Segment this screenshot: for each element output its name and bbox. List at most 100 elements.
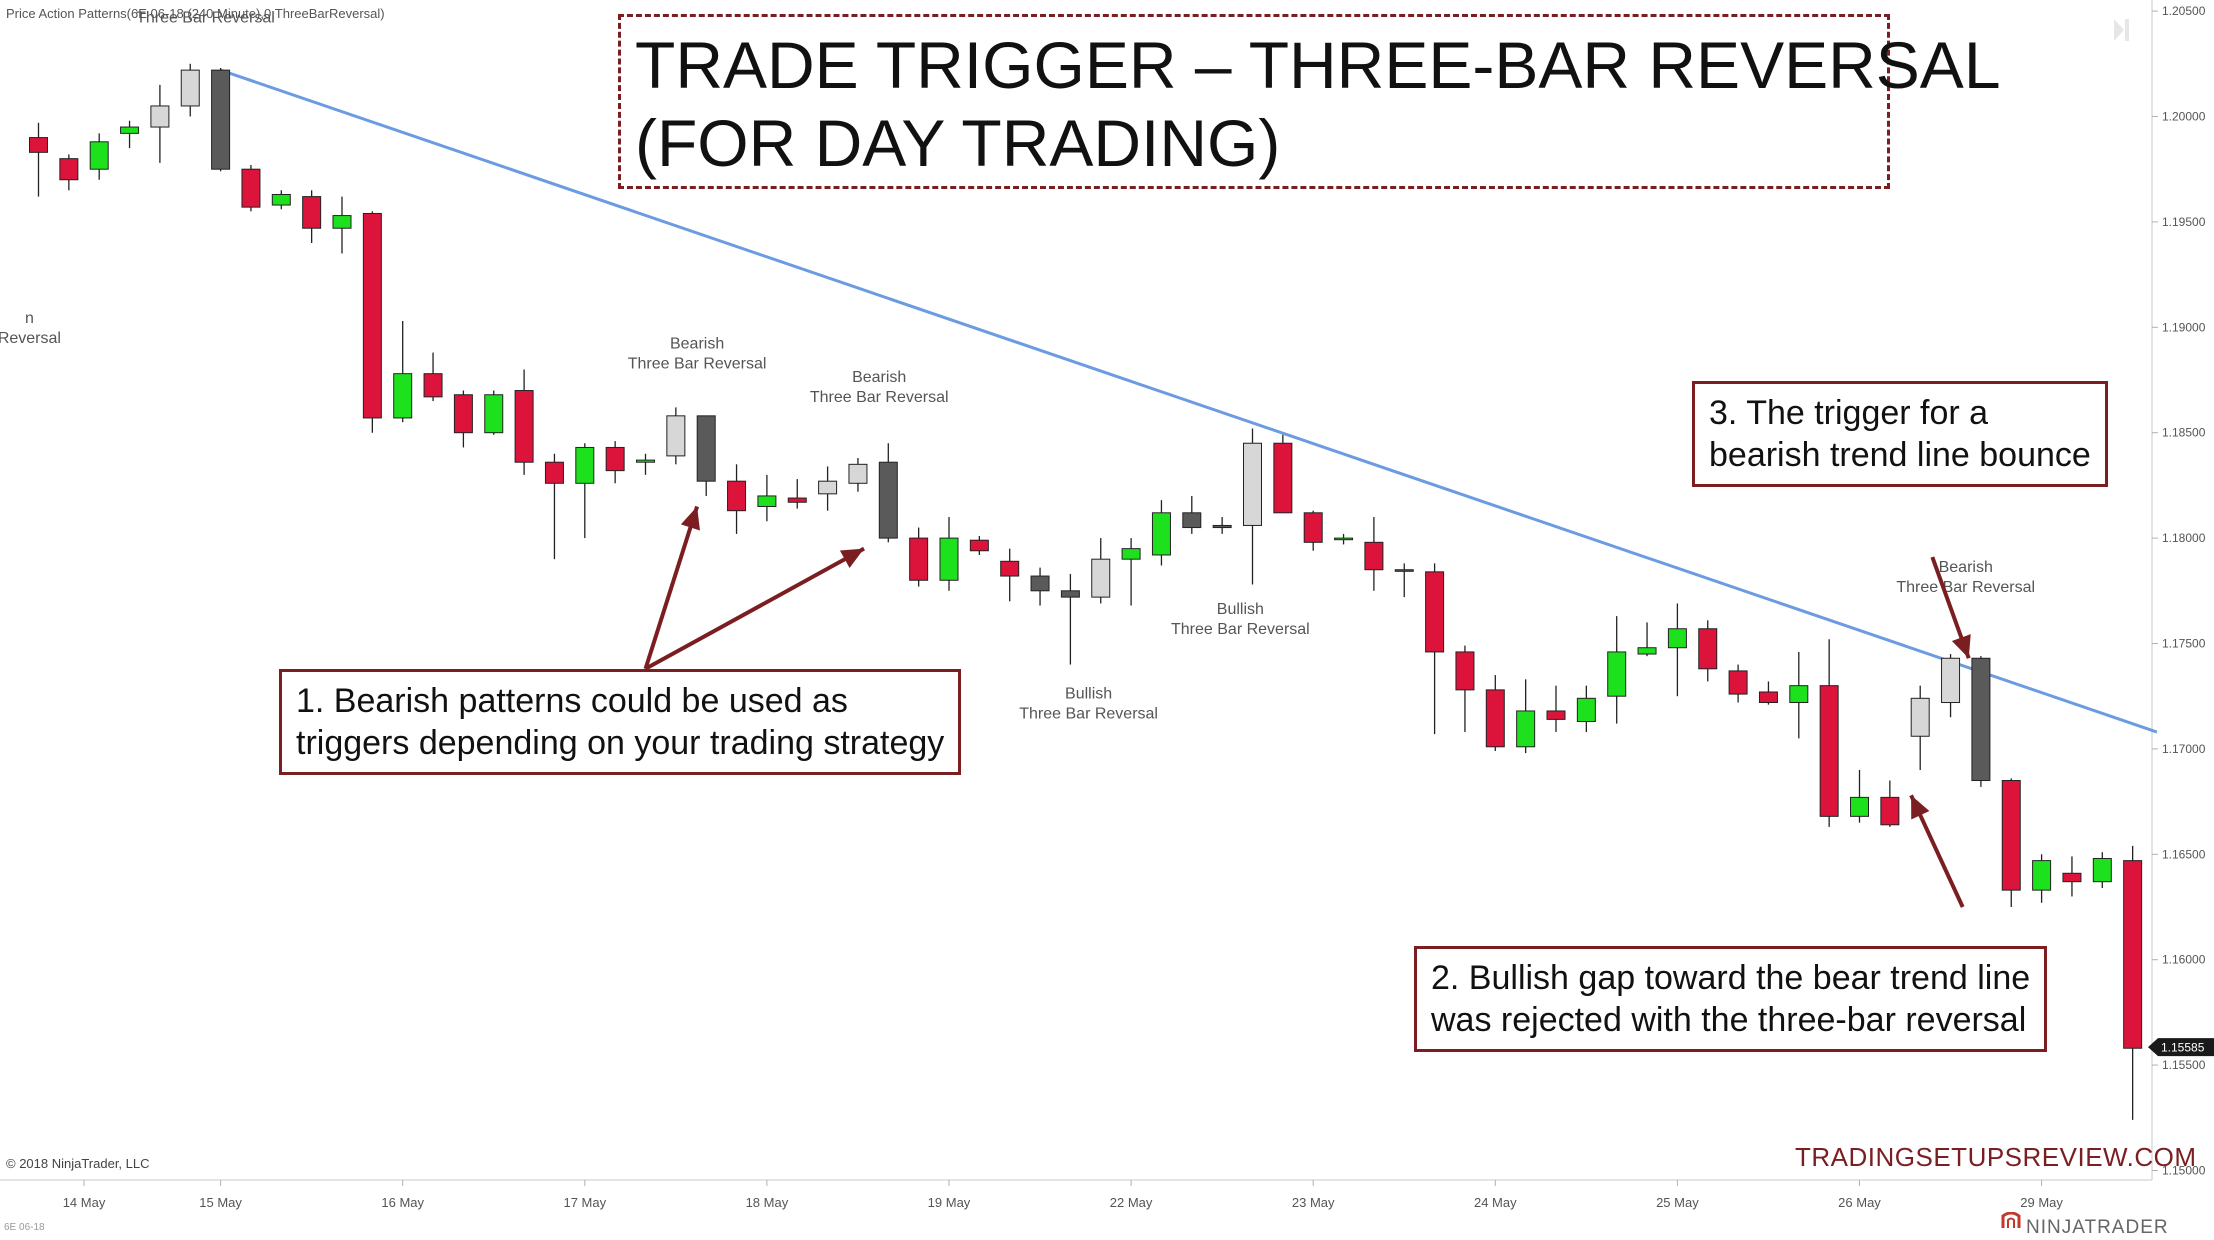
title-line-2: (FOR DAY TRADING) <box>635 106 1281 180</box>
x-tick-label: 23 May <box>1292 1195 1335 1210</box>
candle-body <box>1880 796 1900 826</box>
annotation-arrow <box>644 546 865 671</box>
candle-body <box>2092 858 2112 883</box>
candle <box>1212 517 1232 534</box>
candle-body <box>362 212 382 419</box>
note-box-1: 1. Bearish patterns could be used as tri… <box>279 669 962 775</box>
candle <box>1607 616 1627 724</box>
candle <box>1880 780 1900 827</box>
candle-body <box>211 69 231 170</box>
copyright: © 2018 NinjaTrader, LLC <box>6 1156 150 1171</box>
candle <box>1789 651 1809 739</box>
candle <box>575 443 595 539</box>
candle-body <box>787 497 807 503</box>
candle-body <box>1455 651 1475 691</box>
candle <box>1273 434 1293 514</box>
arrow-head <box>1951 634 1971 659</box>
candle <box>2032 854 2052 903</box>
candle <box>544 453 564 560</box>
candle-body <box>969 539 989 552</box>
candle-body <box>1394 569 1414 572</box>
candle-body <box>59 158 79 181</box>
candle <box>1000 548 1020 602</box>
candle <box>909 527 929 587</box>
pattern-label: Three Bar Reversal <box>810 389 949 406</box>
candle <box>787 479 807 509</box>
candle-body <box>120 126 140 134</box>
candle-body <box>332 215 352 229</box>
candle <box>1850 769 1869 823</box>
candle-body <box>1576 697 1596 722</box>
candle-body <box>1637 647 1657 655</box>
candle-body <box>1334 537 1354 541</box>
candle <box>1121 538 1141 606</box>
x-tick-label: 17 May <box>563 1195 606 1210</box>
candle <box>848 457 868 492</box>
candle-body <box>1789 685 1809 704</box>
arrow-head <box>1911 795 1930 820</box>
x-tick-label: 15 May <box>199 1195 242 1210</box>
candle-body <box>2001 780 2021 891</box>
play-forward-icon[interactable] <box>2112 16 2132 44</box>
candle-body <box>241 168 261 208</box>
candle <box>150 84 170 163</box>
candle-body <box>1091 558 1111 598</box>
x-tick-label: 18 May <box>746 1195 789 1210</box>
y-tick-label: 1.17500 <box>2162 637 2206 651</box>
candle-body <box>939 537 959 581</box>
candle-body <box>271 193 291 206</box>
candle <box>1485 675 1505 752</box>
x-tick-label: 25 May <box>1656 1195 1699 1210</box>
arrow-head <box>680 506 700 531</box>
x-tick-label: 29 May <box>2020 1195 2063 1210</box>
candle-body <box>605 446 625 472</box>
candle-body <box>1667 628 1687 649</box>
y-tick-label: 1.18500 <box>2162 426 2206 440</box>
candle <box>818 466 838 511</box>
note-3-line-1: 3. The trigger for a <box>1709 394 1989 432</box>
candle <box>1425 563 1445 735</box>
candle <box>271 190 291 210</box>
candle <box>696 415 716 496</box>
arrow-shaft <box>644 546 865 671</box>
pattern-label: Three Bar Reversal <box>136 10 275 27</box>
candle-body <box>1303 512 1323 543</box>
candle <box>1394 563 1414 598</box>
candle-body <box>909 537 929 581</box>
candle-body <box>1819 685 1839 817</box>
candle <box>727 464 747 534</box>
indicator-label: Price Action Patterns(6E 06-18 (240 Minu… <box>6 6 385 21</box>
candle-body <box>2062 872 2082 883</box>
pattern-label: Reversal <box>0 330 61 347</box>
candle-body <box>393 373 413 419</box>
x-tick-label: 26 May <box>1838 1195 1881 1210</box>
candle-body <box>150 105 170 128</box>
y-tick-label: 1.18000 <box>2162 531 2206 545</box>
candle-body <box>1607 651 1627 697</box>
candle <box>89 133 109 180</box>
y-tick-label: 1.15000 <box>2162 1164 2206 1178</box>
candle <box>1364 517 1384 591</box>
note-box-2: 2. Bullish gap toward the bear trend lin… <box>1414 946 2048 1052</box>
candle <box>969 535 989 555</box>
candle-body <box>1910 697 1930 737</box>
candle-body <box>818 480 838 495</box>
candle-body <box>1060 590 1080 598</box>
x-tick-label: 16 May <box>381 1195 424 1210</box>
candle-body <box>757 495 777 507</box>
brand-watermark: TRADINGSETUPSREVIEW.COM <box>1795 1142 2197 1172</box>
vendor-logo-text: NINJATRADER <box>2026 1217 2169 1238</box>
candle <box>484 390 504 435</box>
candle-body <box>544 461 564 484</box>
candle <box>1546 685 1566 733</box>
pattern-label: n <box>25 310 34 327</box>
candle <box>1030 567 1050 606</box>
candle <box>1910 685 1930 770</box>
instrument-tag: 6E 06-18 <box>4 1222 45 1233</box>
candle-body <box>1000 560 1020 577</box>
candle <box>59 154 79 191</box>
candle <box>1819 639 1839 827</box>
candle <box>1455 645 1475 733</box>
candle-body <box>2123 860 2143 1049</box>
